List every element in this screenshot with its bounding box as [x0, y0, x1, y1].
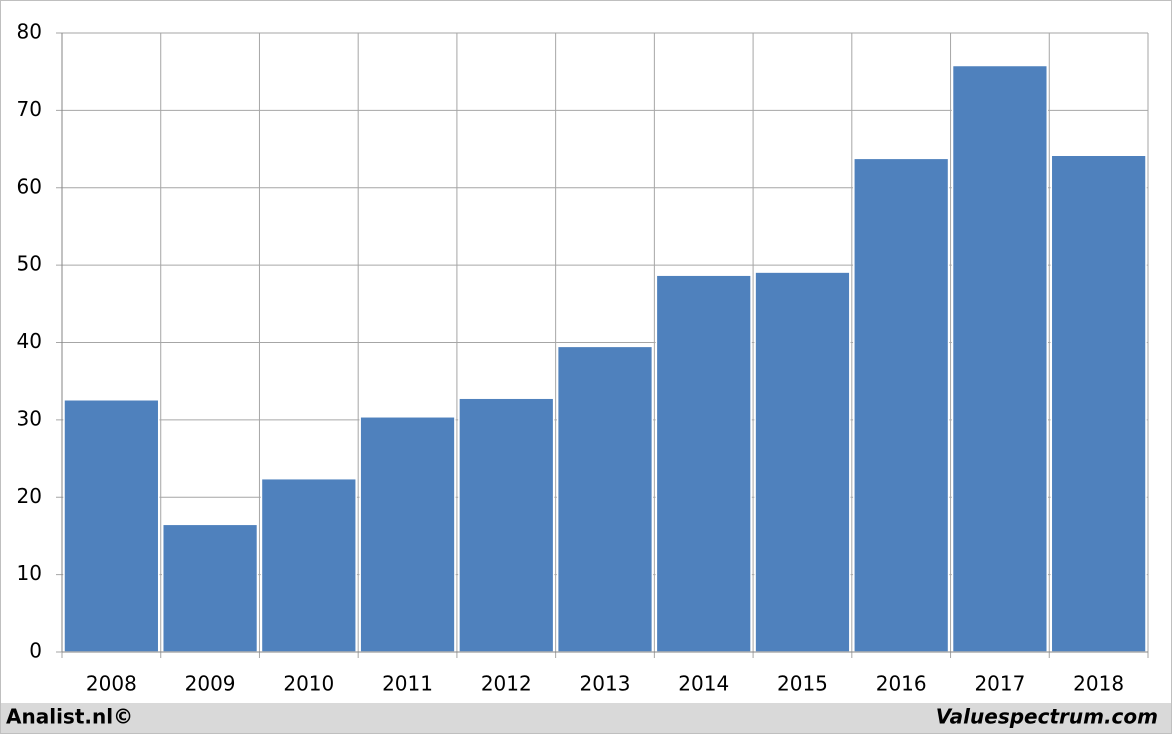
- x-tick-label: 2016: [876, 672, 927, 696]
- x-tick-label: 2009: [185, 672, 236, 696]
- x-tick-label: 2012: [481, 672, 532, 696]
- bar: [359, 416, 456, 653]
- bar: [161, 523, 259, 653]
- footer-bar: [1, 703, 1171, 733]
- x-tick-label: 2013: [580, 672, 631, 696]
- bar: [458, 397, 555, 653]
- bar: [556, 345, 654, 653]
- x-tick-label: 2017: [974, 672, 1025, 696]
- x-tick-label: 2008: [86, 672, 137, 696]
- y-tick-label: 20: [17, 484, 42, 508]
- bar: [260, 477, 357, 653]
- y-tick-label: 70: [17, 97, 42, 121]
- y-tick-label: 50: [17, 252, 42, 276]
- x-tick-label: 2010: [283, 672, 334, 696]
- footer-right: Valuespectrum.com: [936, 705, 1158, 729]
- bar: [951, 64, 1049, 653]
- bar: [655, 274, 752, 653]
- y-tick-label: 10: [17, 561, 42, 585]
- bar: [63, 399, 160, 653]
- y-tick-label: 80: [17, 20, 42, 44]
- y-tick-label: 30: [17, 406, 42, 430]
- x-tick-label: 2015: [777, 672, 828, 696]
- y-tick-label: 60: [17, 174, 42, 198]
- footer-left: Analist.nl©: [6, 705, 133, 729]
- y-tick-label: 40: [17, 329, 42, 353]
- bar: [1050, 154, 1147, 653]
- x-tick-label: 2018: [1073, 672, 1124, 696]
- y-tick-label: 0: [29, 639, 42, 663]
- x-tick-label: 2011: [382, 672, 433, 696]
- bar: [754, 271, 851, 653]
- x-tick-label: 2014: [678, 672, 729, 696]
- bar: [853, 157, 950, 653]
